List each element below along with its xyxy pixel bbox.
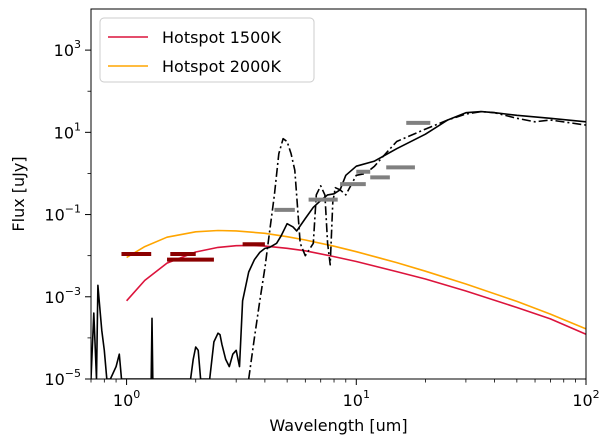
y-tick-label-0: 10−5 bbox=[44, 367, 81, 389]
legend: Hotspot 1500K Hotspot 2000K bbox=[99, 17, 315, 83]
series-line-hotspot-2000k bbox=[126, 229, 586, 330]
series-layer bbox=[91, 110, 586, 379]
ticks-layer: 100 101 102 10−5 10−3 10−1 101 103 bbox=[44, 38, 599, 410]
plot-frame bbox=[90, 8, 587, 380]
legend-label-2000k: Hotspot 2000K bbox=[162, 57, 281, 76]
x-tick-label-0: 100 bbox=[113, 388, 140, 410]
legend-box bbox=[99, 17, 315, 83]
x-tick-label-1: 101 bbox=[343, 388, 370, 410]
y-tick-label-1: 10−3 bbox=[44, 285, 81, 307]
series-line-model-dashdot bbox=[247, 110, 586, 379]
y-tick-label-4: 103 bbox=[54, 38, 81, 60]
y-tick-label-3: 101 bbox=[54, 120, 81, 142]
x-tick-label-2: 102 bbox=[572, 388, 599, 410]
y-tick-label-2: 10−1 bbox=[44, 203, 81, 225]
x-axis-label: Wavelength [um] bbox=[269, 416, 407, 435]
legend-label-1500k: Hotspot 1500K bbox=[162, 28, 281, 47]
y-axis-label: Flux [uJy] bbox=[9, 156, 28, 231]
